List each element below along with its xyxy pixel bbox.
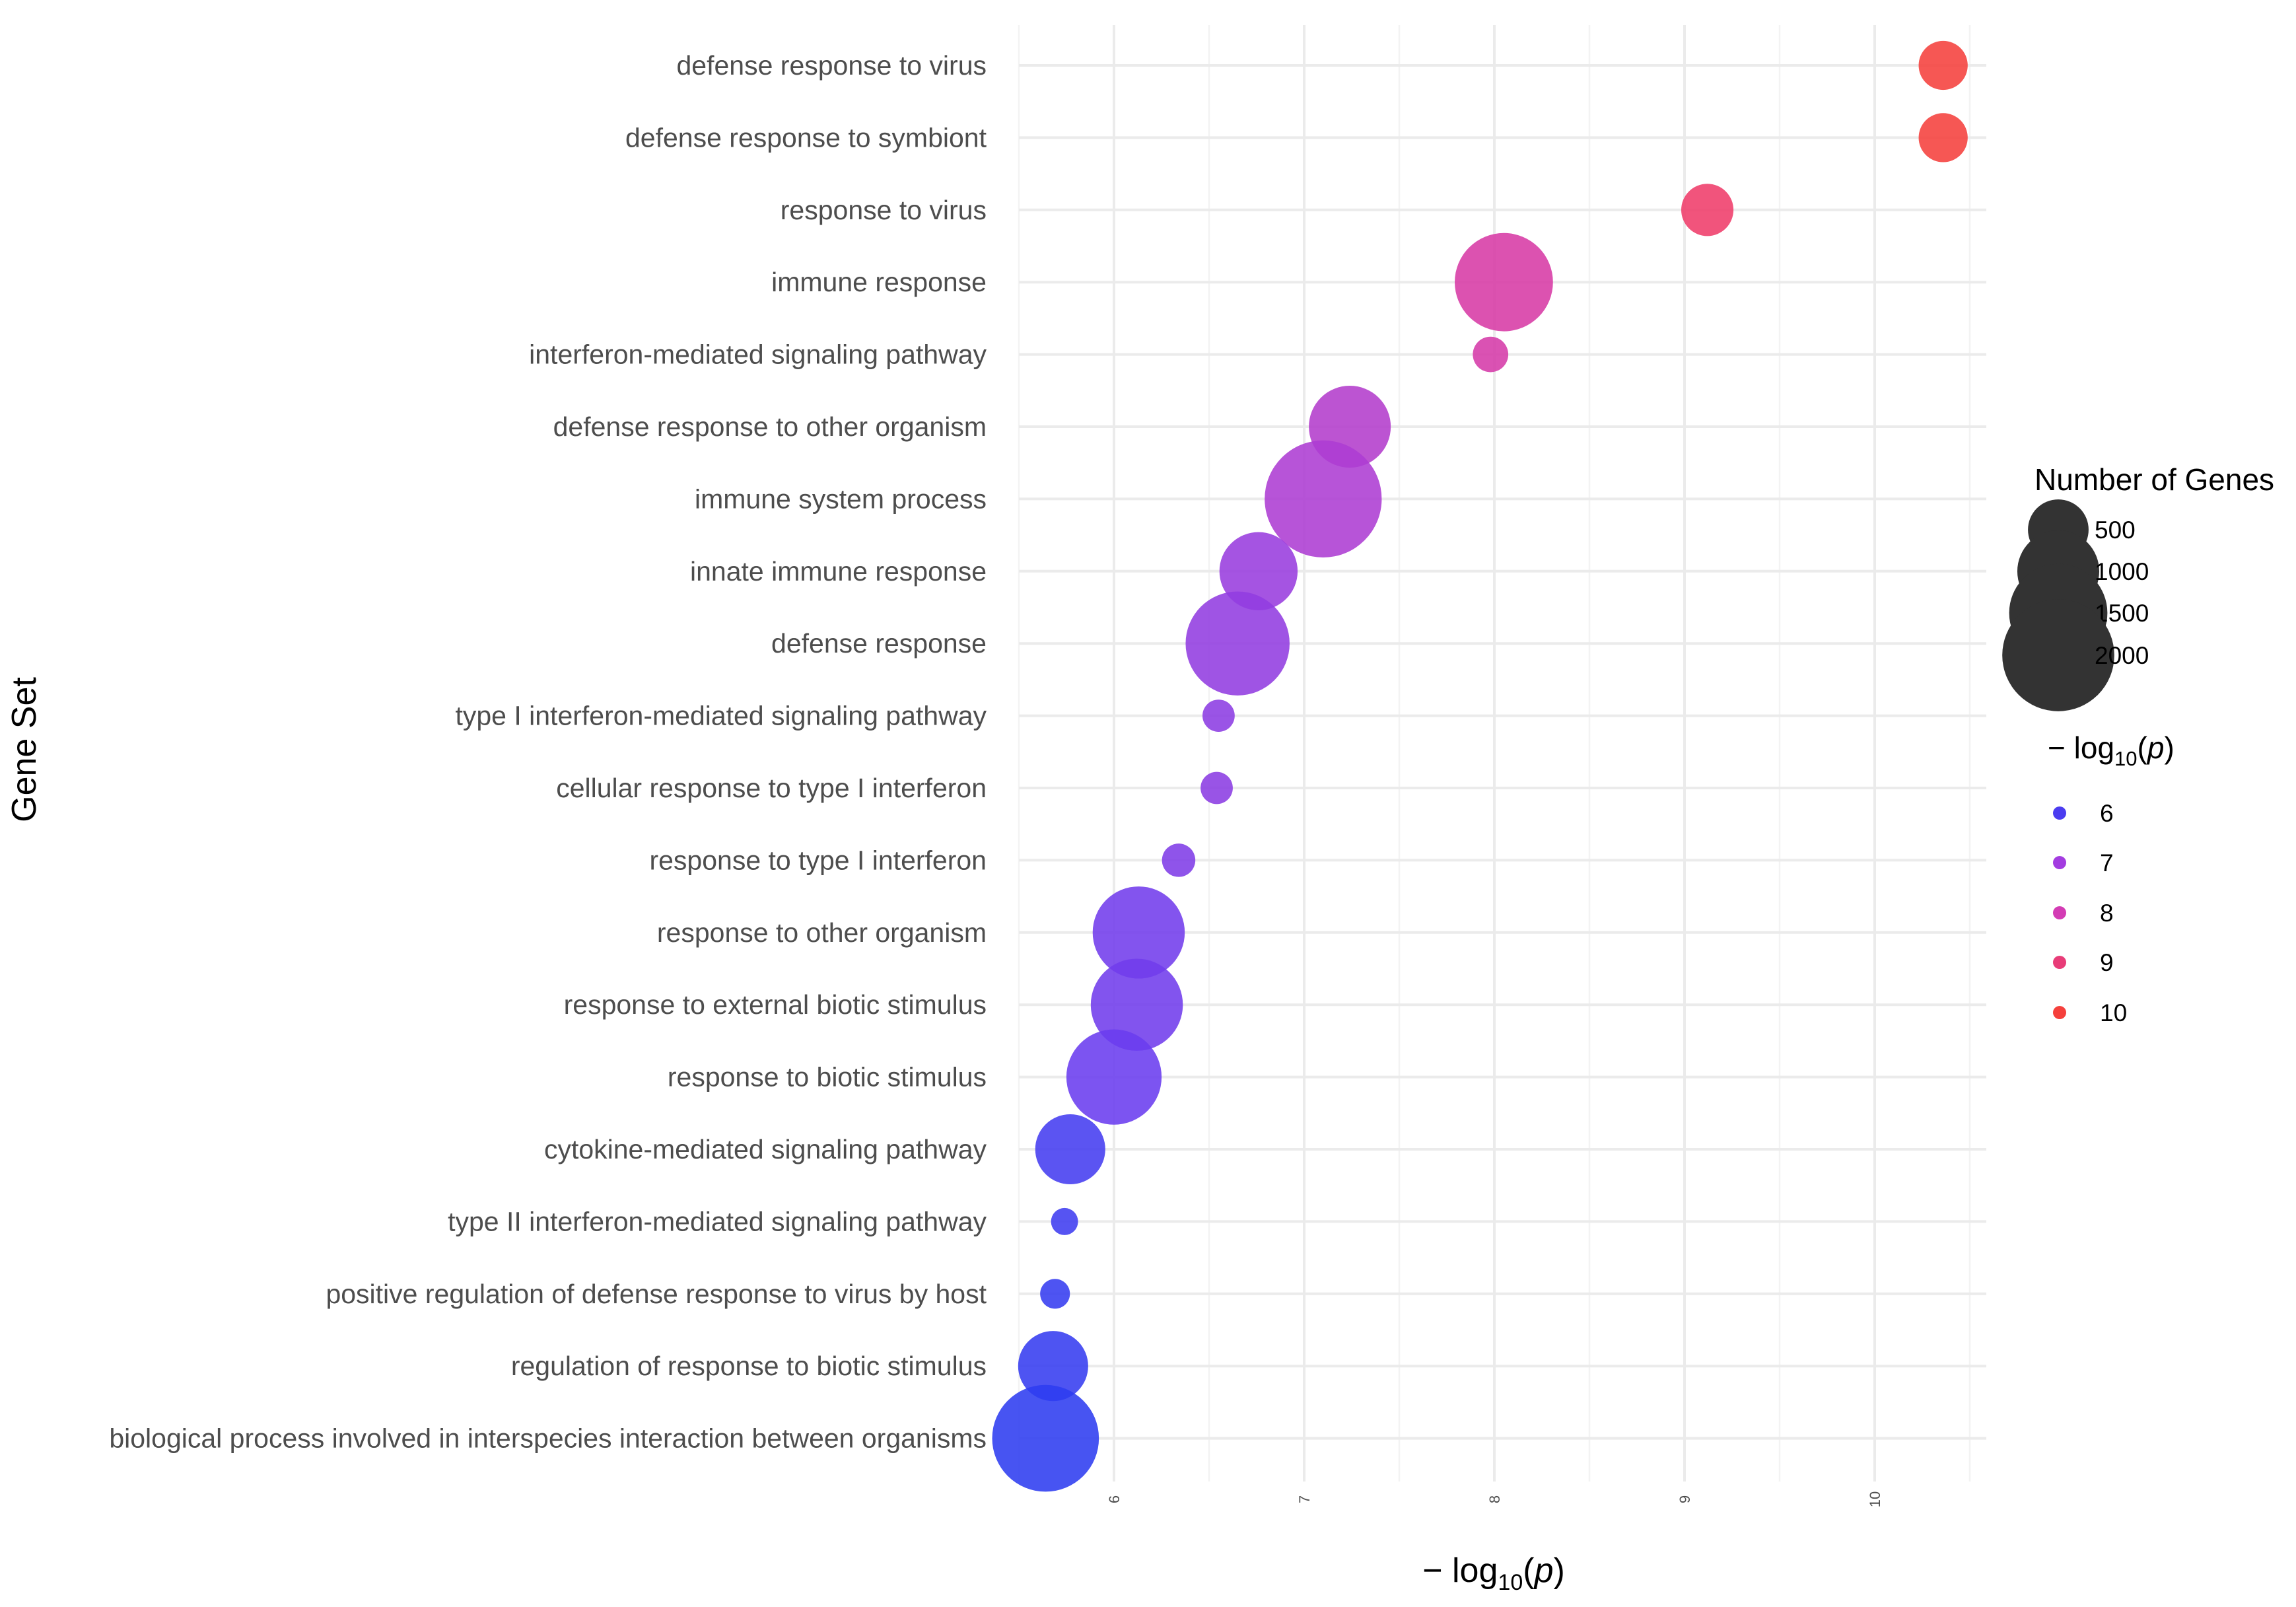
y-tick-label: response to external biotic stimulus (564, 989, 987, 1020)
color-legend-title-prefix: − log (2048, 731, 2114, 765)
y-axis-title: Gene Set (5, 677, 44, 822)
x-tick-label: 6 (1106, 1495, 1123, 1503)
data-point (1162, 843, 1196, 877)
y-tick-label: response to other organism (657, 917, 987, 948)
data-point (1681, 184, 1734, 236)
x-tick-label: 10 (1867, 1491, 1883, 1507)
x-tick-label: 7 (1296, 1495, 1313, 1503)
color-legend-key (2053, 806, 2066, 820)
data-point (1035, 1114, 1105, 1185)
size-legend-label: 2000 (2095, 642, 2149, 669)
y-axis-category-labels: defense response to virus defense respons… (109, 50, 987, 1454)
x-axis-title-open: ( (1523, 1552, 1535, 1590)
data-point (1200, 771, 1233, 804)
x-tick-label: 9 (1677, 1495, 1693, 1503)
data-point (1051, 1207, 1078, 1235)
y-tick-label: defense response to virus (677, 50, 987, 81)
y-tick-label: interferon-mediated signaling pathway (529, 339, 987, 370)
color-legend-title-subscript: 10 (2114, 747, 2137, 770)
data-point (1040, 1279, 1070, 1309)
x-axis-title-subscript: 10 (1498, 1570, 1523, 1595)
data-point (1265, 440, 1382, 558)
color-legend-label: 10 (2100, 999, 2127, 1026)
x-tick-label: 8 (1486, 1495, 1503, 1503)
data-point (1918, 113, 1968, 162)
size-legend: Number of Genes 500 1000 1500 2000 (2002, 462, 2274, 711)
y-tick-label: cellular response to type I interferon (556, 773, 987, 803)
color-legend-key (2053, 856, 2066, 869)
y-tick-label: biological process involved in interspec… (109, 1423, 987, 1454)
y-tick-label: defense response (771, 628, 987, 659)
x-axis-title-var: p (1533, 1552, 1554, 1590)
color-legend-title-open: ( (2138, 731, 2148, 765)
y-tick-label: response to biotic stimulus (668, 1062, 987, 1092)
y-tick-label: response to type I interferon (649, 845, 987, 875)
data-point (1473, 336, 1509, 373)
color-legend-label: 9 (2100, 949, 2114, 976)
color-legend-title-close: ) (2164, 731, 2174, 765)
data-point (992, 1384, 1099, 1492)
data-point (1018, 1331, 1088, 1402)
y-tick-label: type II interferon-mediated signaling pa… (448, 1206, 987, 1236)
color-legend-title: − log10(p) (2048, 731, 2174, 770)
size-legend-key (2002, 599, 2114, 711)
color-legend-key (2053, 956, 2066, 969)
color-legend-key (2053, 1006, 2066, 1019)
data-points (992, 40, 1968, 1492)
y-tick-label: defense response to symbiont (625, 122, 987, 153)
data-point (1455, 232, 1553, 332)
y-tick-label: cytokine-mediated signaling pathway (544, 1134, 987, 1164)
color-legend-label: 8 (2100, 900, 2114, 927)
y-tick-label: innate immune response (690, 556, 987, 587)
size-legend-label: 500 (2095, 517, 2136, 544)
data-point (1090, 958, 1183, 1051)
x-axis-tick-labels: 6 7 8 9 10 (1106, 1491, 1883, 1507)
data-point (1066, 1029, 1162, 1125)
size-legend-label: 1000 (2095, 558, 2149, 585)
x-axis-title-prefix: − log (1422, 1552, 1498, 1590)
data-point (1092, 886, 1185, 979)
y-tick-label: regulation of response to biotic stimulu… (511, 1351, 987, 1381)
data-point (1219, 532, 1298, 610)
size-legend-label: 1500 (2095, 600, 2149, 627)
data-point (1185, 591, 1290, 696)
size-legend-title: Number of Genes (2035, 462, 2274, 497)
color-legend-key (2053, 906, 2066, 919)
color-legend-label: 7 (2100, 849, 2114, 876)
y-tick-label: response to virus (781, 195, 987, 225)
color-legend-label: 6 (2100, 800, 2114, 827)
data-point (1918, 40, 1968, 90)
data-point (1202, 699, 1235, 732)
y-tick-label: type I interferon-mediated signaling pat… (455, 701, 987, 731)
x-axis-title: − log10(p) (1422, 1552, 1565, 1595)
y-tick-label: immune response (771, 267, 987, 297)
color-legend-title-var: p (2146, 731, 2165, 765)
x-axis-title-close: ) (1553, 1552, 1564, 1590)
y-tick-label: immune system process (695, 483, 987, 514)
y-tick-label: defense response to other organism (553, 411, 987, 442)
y-tick-label: positive regulation of defense response … (326, 1279, 987, 1309)
